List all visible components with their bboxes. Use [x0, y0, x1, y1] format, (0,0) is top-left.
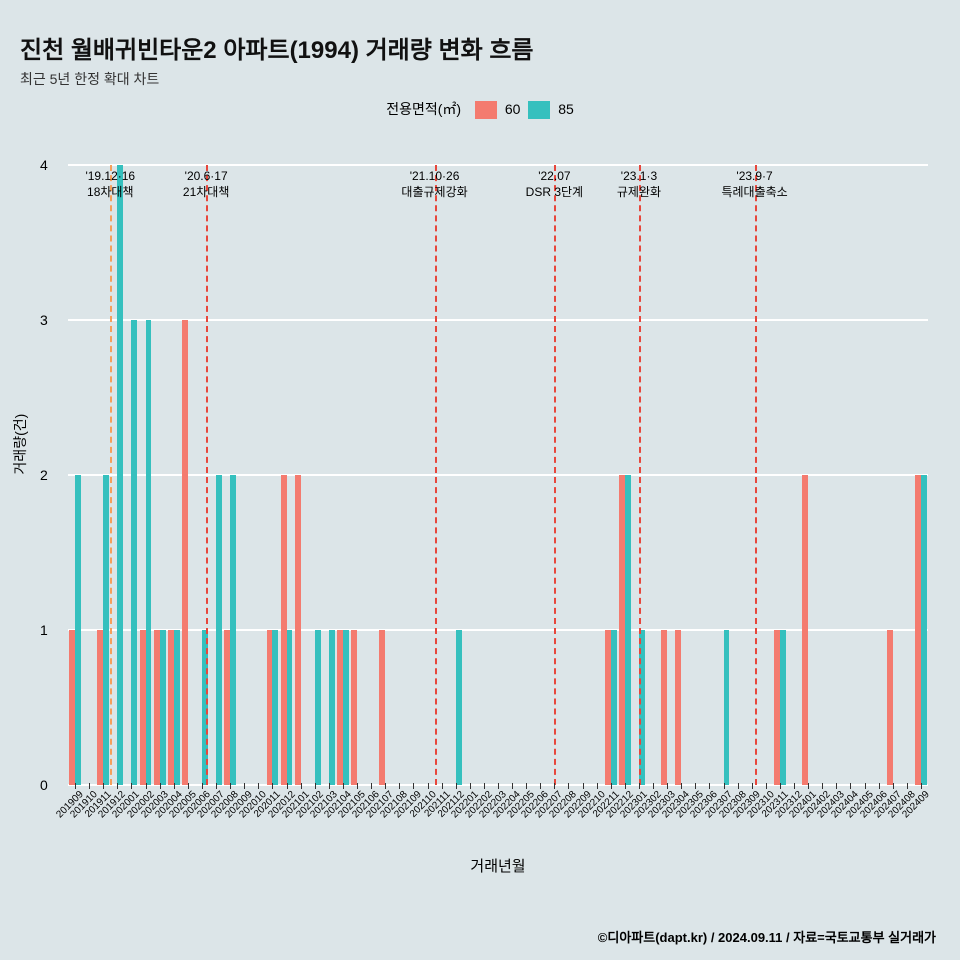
reference-line — [435, 165, 437, 785]
bar-85 — [230, 475, 236, 785]
x-axis-label: 거래년월 — [68, 855, 928, 876]
bar-85 — [343, 630, 349, 785]
reference-line — [206, 165, 208, 785]
reference-line — [110, 165, 112, 785]
reference-label: '20.6·1721차대책 — [183, 169, 229, 200]
bar-85 — [625, 475, 631, 785]
bar-60 — [379, 630, 385, 785]
bar-85 — [75, 475, 81, 785]
chart-title: 진천 월배귀빈타운2 아파트(1994) 거래량 변화 흐름 — [20, 30, 940, 65]
bar-60 — [182, 320, 188, 785]
bar-60 — [661, 630, 667, 785]
bar-60 — [802, 475, 808, 785]
chart-subtitle: 최근 5년 한정 확대 차트 — [20, 69, 940, 89]
gridline — [68, 474, 928, 476]
bar-85 — [329, 630, 335, 785]
y-axis-label: 거래량(건) — [10, 414, 30, 475]
bar-85 — [287, 630, 293, 785]
bar-60 — [675, 630, 681, 785]
bar-85 — [611, 630, 617, 785]
bar-60 — [887, 630, 893, 785]
bar-85 — [456, 630, 462, 785]
bar-85 — [103, 475, 109, 785]
legend-label-85: 85 — [558, 101, 574, 117]
reference-label: '23.9·7특례대출축소 — [721, 169, 787, 200]
bar-60 — [351, 630, 357, 785]
legend-swatch-60 — [475, 101, 497, 119]
legend-label-60: 60 — [505, 101, 521, 117]
legend-swatch-85 — [528, 101, 550, 119]
bar-85 — [315, 630, 321, 785]
reference-line — [639, 165, 641, 785]
legend-title: 전용면적(㎡) — [386, 101, 461, 117]
bar-85 — [117, 165, 123, 785]
bar-85 — [146, 320, 152, 785]
bar-85 — [921, 475, 927, 785]
bar-85 — [160, 630, 166, 785]
y-tick: 3 — [40, 312, 48, 328]
bar-85 — [272, 630, 278, 785]
credit-text: ©디아파트(dapt.kr) / 2024.09.11 / 자료=국토교통부 실… — [598, 927, 936, 946]
y-tick: 1 — [40, 622, 48, 638]
y-tick: 2 — [40, 467, 48, 483]
reference-label: '22.07DSR 3단계 — [526, 169, 583, 200]
bar-85 — [216, 475, 222, 785]
plot-area: 01234'19.12·1618차대책'20.6·1721차대책'21.10·2… — [68, 165, 928, 785]
gridline — [68, 164, 928, 166]
bar-85 — [131, 320, 137, 785]
y-tick: 0 — [40, 777, 48, 793]
bar-60 — [295, 475, 301, 785]
bar-85 — [174, 630, 180, 785]
reference-label: '21.10·26대출규제강화 — [401, 169, 467, 200]
reference-label: '19.12·1618차대책 — [85, 169, 135, 200]
reference-line — [554, 165, 556, 785]
reference-label: '23.1·3규제완화 — [617, 169, 661, 200]
y-tick: 4 — [40, 157, 48, 173]
bar-85 — [724, 630, 730, 785]
legend: 전용면적(㎡) 60 85 — [20, 99, 940, 119]
chart-area: 거래량(건) 01234'19.12·1618차대책'20.6·1721차대책'… — [20, 125, 940, 885]
gridline — [68, 319, 928, 321]
bar-85 — [780, 630, 786, 785]
reference-line — [755, 165, 757, 785]
gridline — [68, 629, 928, 631]
